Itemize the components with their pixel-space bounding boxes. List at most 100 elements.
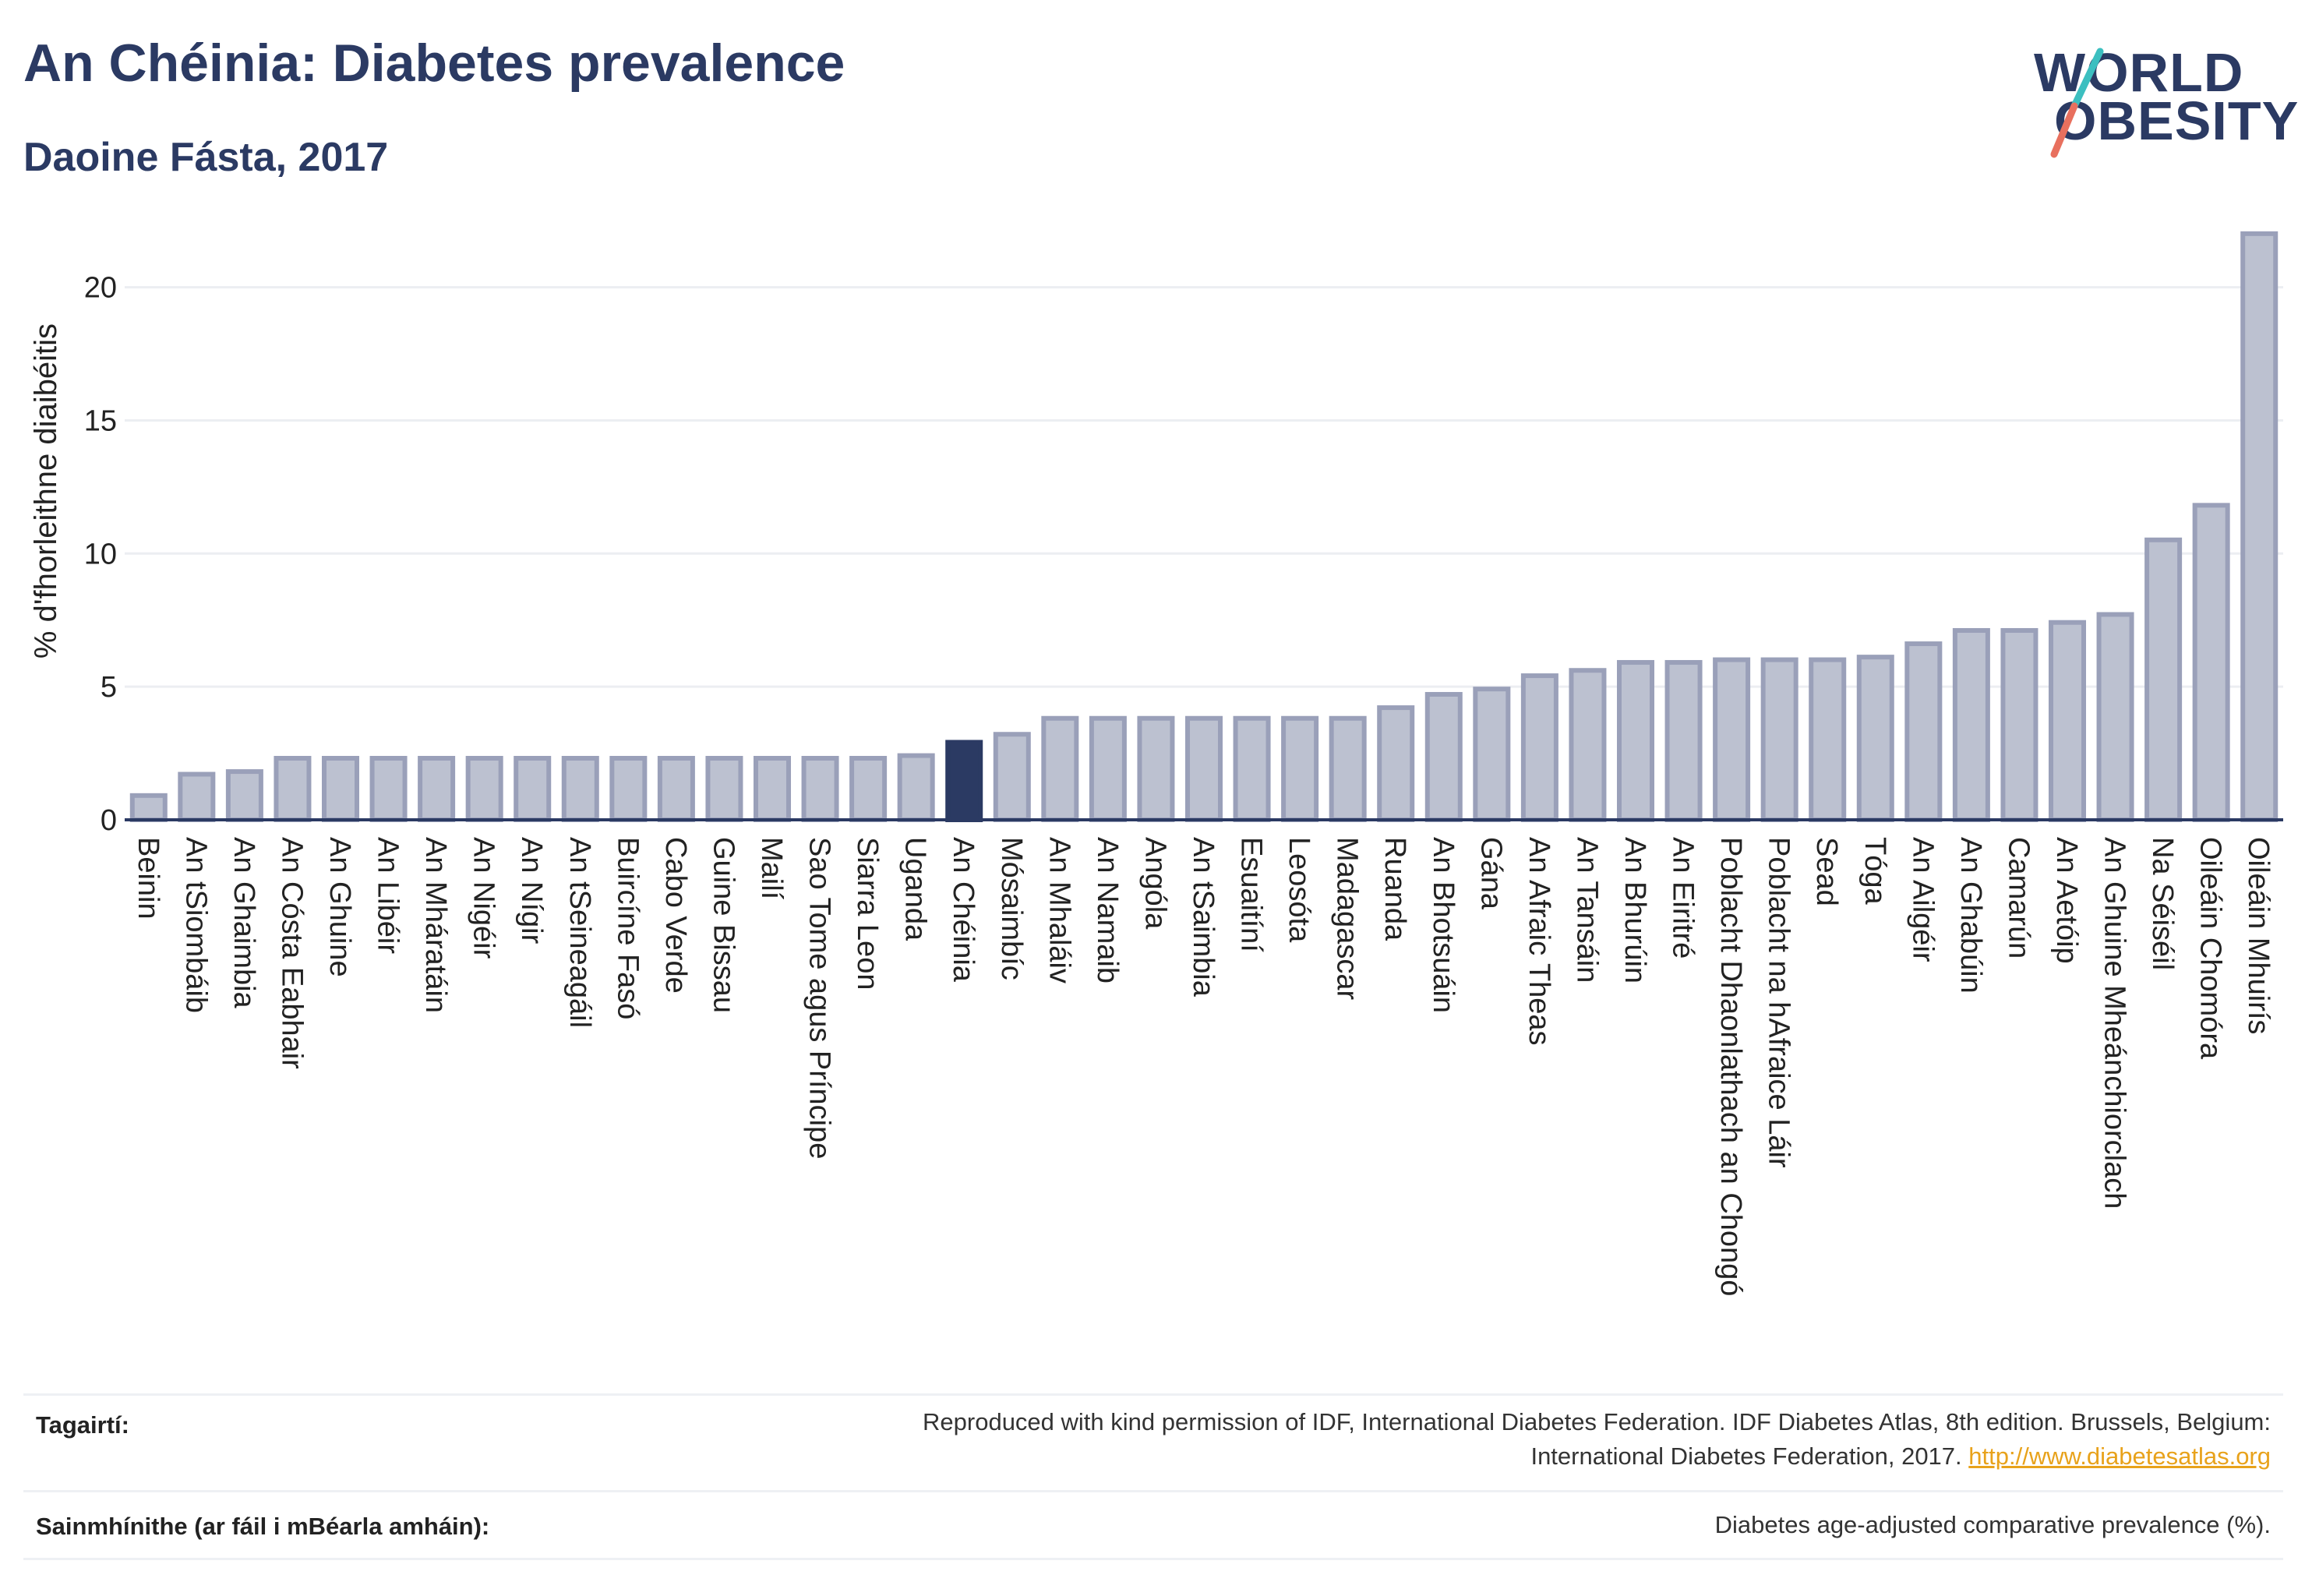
bar xyxy=(1952,627,1990,822)
bar xyxy=(801,755,839,822)
bar xyxy=(993,732,1031,822)
x-tick-label: Mailí xyxy=(755,837,788,900)
x-tick-label: Poblacht na hAfraice Láir xyxy=(1763,837,1795,1168)
x-tick-label: An Bhurúin xyxy=(1618,837,1651,983)
bar xyxy=(129,793,168,822)
bar xyxy=(2048,620,2087,823)
x-tick-label: An Mhaláiv xyxy=(1043,837,1075,983)
x-tick-label: An Cósta Eabhair xyxy=(275,837,308,1069)
x-tick-label: Leosóta xyxy=(1283,837,1315,943)
x-tick-label: Mósaimbíc xyxy=(995,837,1028,980)
y-tick-label: 0 xyxy=(101,804,117,837)
x-tick-label: An tSeineagáil xyxy=(563,837,596,1028)
bar xyxy=(1281,715,1319,822)
bar xyxy=(2000,627,2038,822)
bar xyxy=(1424,691,1463,822)
references-line-2-text: International Diabetes Federation, 2017. xyxy=(1530,1442,1962,1470)
x-tick-label: Oileáin Chomóra xyxy=(2194,837,2227,1060)
bar xyxy=(609,755,648,822)
bar xyxy=(2192,503,2230,822)
definitions-label: Sainmhínithe (ar fáil i mBéarla amháin): xyxy=(36,1513,490,1540)
y-tick-label: 10 xyxy=(84,538,117,570)
x-tick-label: Camarún xyxy=(2002,837,2035,959)
references-line-1: Reproduced with kind permission of IDF, … xyxy=(923,1408,2271,1435)
y-axis-label: % d'fhorleithne diaibéitis xyxy=(29,323,63,659)
y-tick-label: 15 xyxy=(84,404,117,437)
bar xyxy=(1856,655,1894,822)
x-tick-label: Beinin xyxy=(132,837,164,920)
axes: 0 5 10 15 20 Beinin An tSiombáib An Ghaimbia An … xyxy=(84,272,2283,1296)
bar xyxy=(418,755,456,822)
x-tick-label: An Namaib xyxy=(1091,837,1124,983)
bar xyxy=(1089,715,1127,822)
bar xyxy=(1184,715,1223,822)
diabetes-atlas-link[interactable]: http://www.diabetesatlas.org xyxy=(1968,1442,2271,1470)
x-tick-label: Siarra Leon xyxy=(851,837,884,990)
x-tick-label: An tSaimbia xyxy=(1187,837,1220,998)
bar xyxy=(705,755,743,822)
world-obesity-logo: WORLD OBESITY xyxy=(2034,22,2298,162)
x-tick-label: An tSiombáib xyxy=(179,837,212,1013)
bar xyxy=(1569,668,1607,822)
bar xyxy=(2144,537,2183,822)
bar xyxy=(1377,705,1415,822)
bar xyxy=(178,772,216,823)
x-tick-label: Gána xyxy=(1474,837,1507,910)
bar xyxy=(274,755,312,822)
x-tick-label: An Ghuine Mheánchiorclach xyxy=(2099,837,2131,1209)
bar xyxy=(1616,659,1655,823)
x-tick-label: Ruanda xyxy=(1378,837,1411,941)
references-label: Tagairtí: xyxy=(36,1411,129,1439)
x-tick-label: Cabo Verde xyxy=(659,837,692,994)
bar xyxy=(1809,657,1847,823)
y-tick-label: 20 xyxy=(84,272,117,305)
x-tick-label: Poblacht Dhaonlathach an Chongó xyxy=(1714,837,1747,1296)
x-tick-label: An Bhotsuáin xyxy=(1427,837,1460,1013)
bar xyxy=(849,755,888,822)
bar xyxy=(465,755,503,822)
x-tick-label: Na Séiséil xyxy=(2146,837,2179,970)
bar xyxy=(1520,673,1558,823)
references-line-2: International Diabetes Federation, 2017.… xyxy=(923,1439,2271,1474)
x-tick-label: Uganda xyxy=(899,837,932,941)
x-tick-label: Oileáin Mhuirís xyxy=(2242,837,2275,1034)
bar xyxy=(2096,612,2134,822)
bar xyxy=(369,755,408,822)
logo-line-1: WORLD xyxy=(2034,42,2244,103)
chart-subtitle: Daoine Fásta, 2017 xyxy=(23,135,389,180)
x-tick-label: An Nígir xyxy=(515,837,548,945)
x-tick-label: An Aetóip xyxy=(2050,837,2083,964)
chart-title: An Chéinia: Diabetes prevalence xyxy=(23,34,845,93)
bar xyxy=(225,769,263,822)
gridlines xyxy=(125,286,2283,688)
bar xyxy=(1760,657,1798,823)
x-tick-label: An Mháratáin xyxy=(419,837,452,1013)
definitions-row: Sainmhínithe (ar fáil i mBéarla amháin):… xyxy=(23,1490,2283,1560)
references-row: Tagairtí: Reproduced with kind permissio… xyxy=(23,1393,2283,1489)
x-tick-label: Guine Bissau xyxy=(707,837,740,1013)
x-tick-label: An Ghuine xyxy=(323,837,356,977)
bar xyxy=(897,753,935,822)
bar xyxy=(945,740,983,822)
x-tick-label: Esuaitíní xyxy=(1235,837,1268,952)
bar xyxy=(1041,715,1079,822)
x-tick-label: An Ghabúin xyxy=(1954,837,1987,994)
x-tick-label: Madagascar xyxy=(1331,837,1364,1000)
x-tick-label: An Tansáin xyxy=(1570,837,1603,983)
bar xyxy=(561,755,599,822)
x-tick-label: Buircíne Fasó xyxy=(611,837,644,1019)
bar-chart: 0 5 10 15 20 Beinin An tSiombáib An Ghaimbia An … xyxy=(29,231,2283,1296)
x-tick-label: An Nigéir xyxy=(468,837,500,959)
x-tick-label: Angóla xyxy=(1138,837,1171,930)
x-tick-label: An Libéir xyxy=(372,837,404,954)
x-tick-label: Sao Tome agus Príncipe xyxy=(803,837,836,1159)
x-tick-label: An Ghaimbia xyxy=(228,837,260,1009)
bar xyxy=(1664,659,1703,823)
logo-line-2: OBESITY xyxy=(2054,90,2300,151)
bar xyxy=(1904,641,1943,822)
bar xyxy=(514,755,552,822)
bar xyxy=(1137,715,1175,822)
bar xyxy=(1329,715,1367,822)
x-tick-label: Tóga xyxy=(1858,837,1891,905)
x-tick-label: An Afraic Theas xyxy=(1523,837,1555,1046)
